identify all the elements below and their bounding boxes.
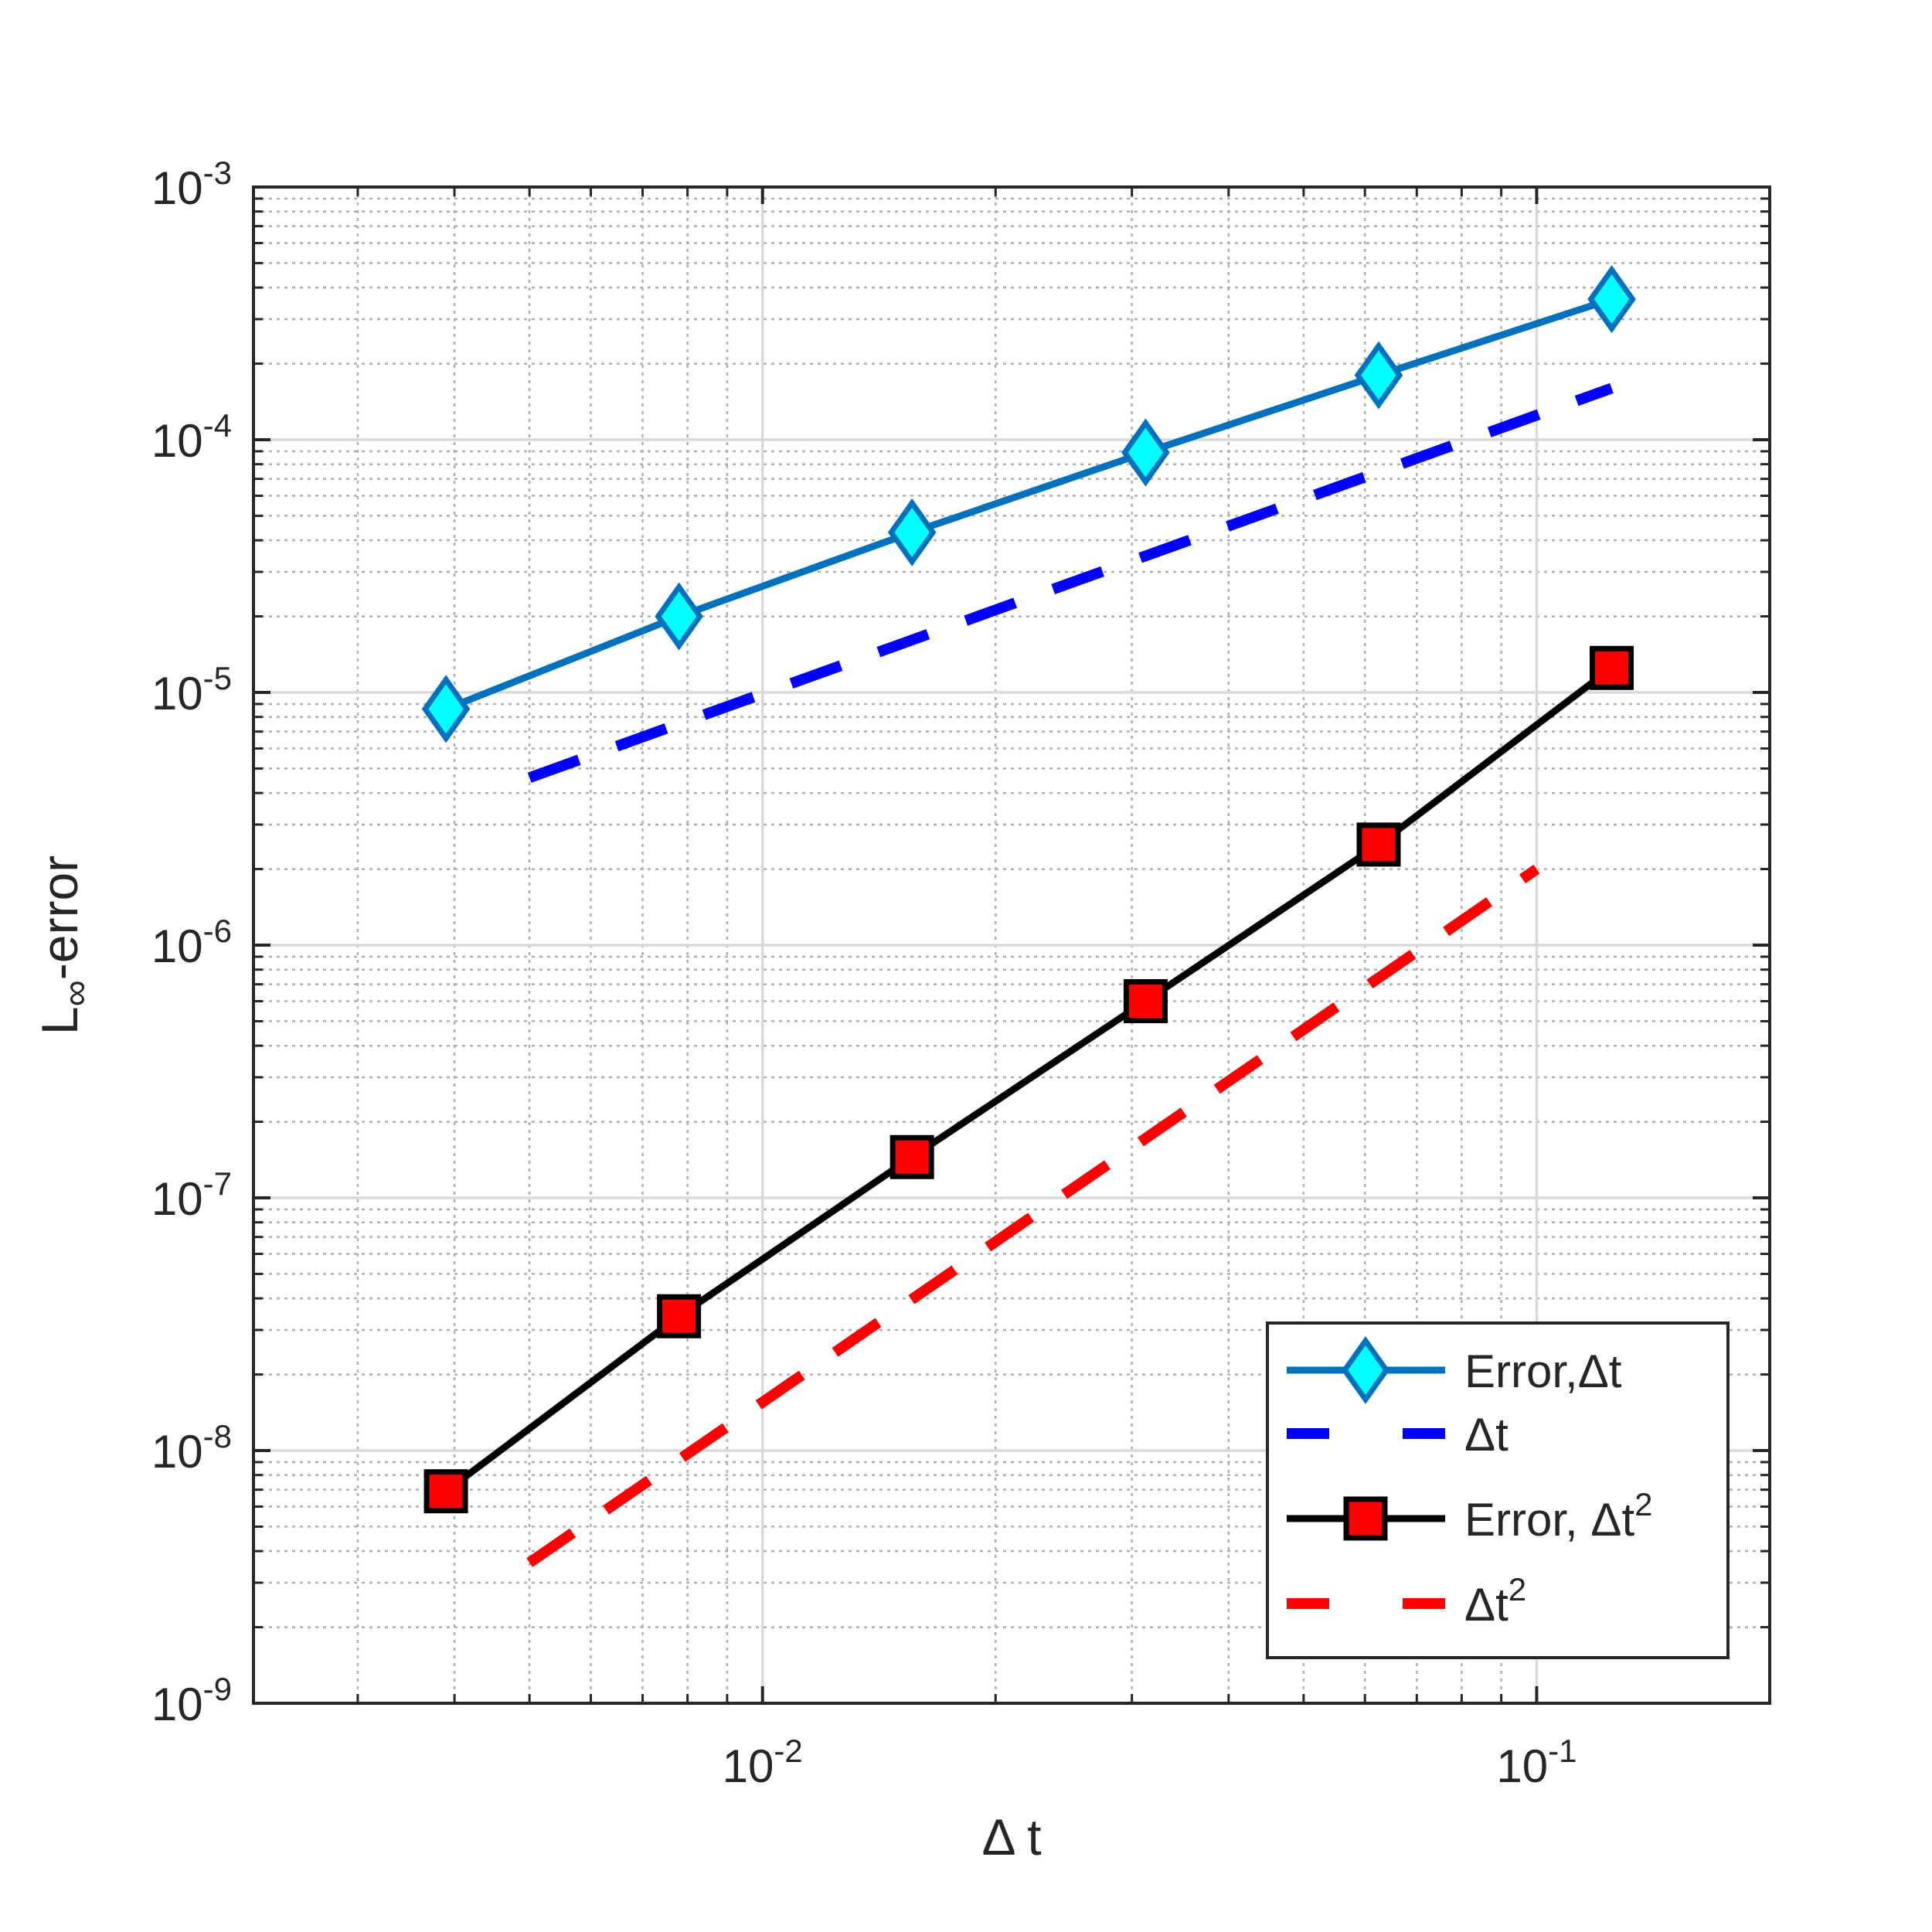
series-1: [527, 383, 1614, 783]
series-3: [526, 864, 1540, 1567]
reference-line: [527, 383, 1614, 783]
legend-entry-0: Error,Δt: [1287, 1335, 1622, 1405]
y-tick-label-base: 10: [151, 668, 203, 719]
diamond-marker: [1341, 1335, 1390, 1405]
legend-label: Error, Δt2: [1464, 1486, 1652, 1546]
tick-labels: 10-2 10-110-910-810-710-610-510-410-3: [151, 155, 1577, 1792]
x-tick-label-base: 10: [1496, 1740, 1548, 1792]
y-tick-label-base: 10: [151, 1679, 203, 1730]
diamond-marker: [887, 498, 937, 566]
y-tick-label: 10-5: [151, 660, 232, 719]
legend-label-text: Δt: [1464, 1579, 1509, 1631]
y-tick-label-base: 10: [151, 162, 203, 214]
square-marker: [889, 1134, 934, 1179]
legend-label-superscript: 2: [1634, 1486, 1652, 1522]
series-line: [444, 295, 1613, 713]
y-tick-label: 10-6: [151, 913, 232, 972]
x-tick-label-base: 10: [723, 1740, 774, 1792]
y-axis-label-rest: -error: [31, 855, 88, 980]
legend-label: Δt2: [1464, 1571, 1526, 1631]
series-2: [423, 645, 1634, 1514]
x-axis-label: Δ t: [981, 1808, 1041, 1866]
diamond-marker: [421, 675, 471, 743]
y-axis-label: L∞-error: [31, 855, 97, 1035]
y-tick-label-exponent: -8: [203, 1418, 232, 1454]
series-line: [444, 665, 1614, 1495]
y-tick-label: 10-9: [151, 1671, 232, 1730]
y-axis-label-main: L: [31, 1006, 88, 1035]
legend-box: [1266, 1321, 1730, 1659]
y-tick-label: 10-7: [151, 1165, 232, 1225]
y-tick-label: 10-4: [151, 407, 232, 467]
legend-label-text: Error,Δt: [1464, 1345, 1622, 1397]
square-marker: [1123, 979, 1168, 1024]
series-0: [421, 265, 1636, 743]
diamond-marker: [655, 582, 703, 651]
diamond-marker: [1121, 418, 1170, 487]
legend-label: Δt: [1464, 1409, 1509, 1461]
y-tick-label-base: 10: [151, 1173, 203, 1225]
square-marker: [1343, 1496, 1388, 1541]
legend-label-superscript: 2: [1509, 1571, 1526, 1607]
axis-ticks: [253, 185, 1770, 1705]
reference-line: [526, 864, 1540, 1567]
square-marker: [657, 1294, 702, 1338]
y-tick-label-exponent: -5: [203, 660, 232, 696]
y-tick-label-base: 10: [151, 920, 203, 972]
y-tick-label-exponent: -7: [203, 1165, 232, 1202]
square-marker: [1356, 822, 1401, 867]
legend-label-text: Δt: [1464, 1409, 1509, 1461]
y-axis-label-subscript: ∞: [56, 980, 97, 1006]
legend-label-text: Error, Δt: [1464, 1494, 1634, 1546]
x-tick-label: 10-2: [723, 1733, 803, 1792]
series-layer: [421, 265, 1636, 1567]
y-tick-label-exponent: -6: [203, 913, 232, 949]
legend-label: Error,Δt: [1464, 1345, 1622, 1397]
y-tick-label: 10-8: [151, 1418, 232, 1478]
y-tick-label-base: 10: [151, 415, 203, 467]
legend-entry-2: Error, Δt2: [1287, 1486, 1652, 1546]
x-tick-label: 10-1: [1496, 1733, 1577, 1792]
square-marker: [423, 1469, 468, 1514]
legend-entry-1: Δt: [1287, 1409, 1509, 1461]
x-tick-label-exponent: -1: [1548, 1733, 1577, 1769]
legend-entry-3: Δt2: [1287, 1571, 1526, 1631]
diamond-marker: [1587, 265, 1636, 334]
x-tick-label-exponent: -2: [774, 1733, 802, 1769]
y-tick-label-exponent: -9: [203, 1671, 232, 1707]
y-tick-label: 10-3: [151, 155, 232, 214]
diamond-marker: [1354, 341, 1403, 410]
y-tick-label-exponent: -3: [203, 155, 232, 191]
y-tick-label-exponent: -4: [203, 407, 232, 444]
square-marker: [1590, 645, 1634, 690]
y-tick-label-base: 10: [151, 1426, 203, 1478]
